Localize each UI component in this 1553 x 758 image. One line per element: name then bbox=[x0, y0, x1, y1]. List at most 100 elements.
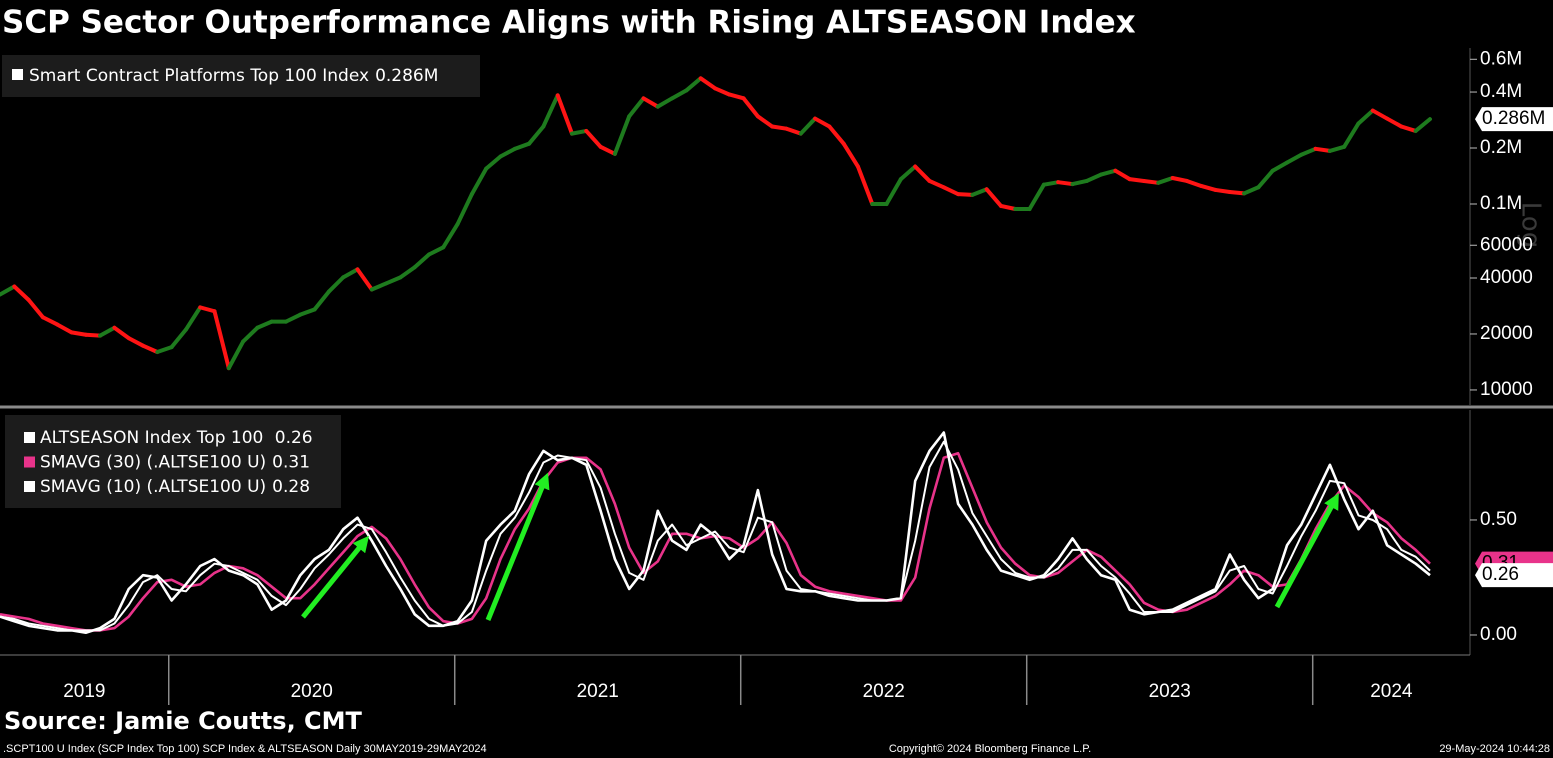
line-segment bbox=[784, 126, 803, 136]
legend-name: Smart Contract Platforms Top 100 Index bbox=[29, 66, 369, 86]
line-segment bbox=[698, 76, 717, 91]
value-tag-label: 0.26 bbox=[1482, 564, 1519, 585]
y-tick-label: 0.4M bbox=[1480, 81, 1522, 102]
line-segment bbox=[441, 222, 460, 250]
line-segment bbox=[1327, 144, 1347, 153]
scale-label: Log bbox=[1516, 202, 1546, 248]
line-segment bbox=[555, 93, 574, 136]
line-segment bbox=[126, 336, 145, 348]
legend-name: ALTSEASON Index Top 100 bbox=[40, 428, 269, 448]
legend-label: ALTSEASON Index Top 100 0.26 bbox=[40, 428, 313, 448]
y-tick-label: 0.2M bbox=[1480, 137, 1522, 158]
line-segment bbox=[898, 164, 918, 182]
line-segment bbox=[1284, 152, 1304, 165]
line-segment bbox=[140, 343, 160, 354]
line-segment bbox=[55, 322, 74, 335]
line-segment bbox=[326, 275, 346, 294]
line-segment bbox=[1242, 185, 1261, 196]
y-tick-label: 0.00 bbox=[1480, 624, 1517, 645]
line-segment bbox=[412, 252, 431, 270]
line-segment bbox=[712, 86, 732, 97]
line-segment bbox=[83, 332, 103, 338]
line-segment bbox=[1356, 108, 1375, 126]
line-segment bbox=[655, 96, 675, 109]
line-segment bbox=[884, 177, 903, 206]
line-segment bbox=[241, 325, 260, 344]
arrow bbox=[1274, 492, 1339, 609]
footer-center: Copyright© 2024 Bloomberg Finance L.P. bbox=[889, 743, 1091, 755]
line-segment bbox=[455, 192, 474, 227]
x-tick-label: 2023 bbox=[1149, 681, 1191, 702]
legend-value: 0.26 bbox=[275, 428, 313, 448]
line-segment bbox=[1127, 177, 1146, 183]
x-tick-label: 2021 bbox=[577, 681, 619, 702]
legend-box bbox=[5, 415, 341, 508]
line-segment bbox=[970, 187, 989, 197]
value-tag bbox=[1475, 563, 1553, 588]
line-segment bbox=[426, 245, 446, 257]
y-tick-label: 0.1M bbox=[1480, 193, 1522, 214]
y-tick-label: 60000 bbox=[1480, 234, 1533, 255]
arrow bbox=[301, 535, 370, 619]
legend-swatch bbox=[24, 432, 35, 443]
line-segment bbox=[1370, 108, 1390, 121]
line-segment bbox=[369, 281, 389, 292]
line-segment bbox=[169, 327, 188, 350]
line-segment bbox=[541, 93, 560, 129]
line-segment bbox=[98, 325, 117, 338]
line-segment bbox=[998, 203, 1018, 211]
footer-left: .SCPT100 U Index (SCP Index Top 100) SCP… bbox=[3, 743, 487, 755]
line-segment bbox=[927, 178, 946, 190]
x-tick-label: 2024 bbox=[1370, 681, 1413, 702]
plot: 2019 2020 2021 2022 2023 2024 0.6M 0.4M 0.2M 0.1M… bbox=[0, 48, 1553, 705]
line-segment bbox=[1256, 168, 1275, 190]
line-segment bbox=[527, 124, 546, 146]
line-segment bbox=[956, 192, 975, 197]
y-tick-label: 40000 bbox=[1480, 267, 1533, 288]
series-line bbox=[0, 440, 1431, 632]
line-segment bbox=[727, 92, 746, 101]
line-segment bbox=[598, 144, 617, 156]
chart-title: SCP Sector Outperformance Aligns with Ri… bbox=[2, 5, 1136, 41]
y-tick-label: 0.6M bbox=[1480, 48, 1522, 69]
x-tick-label: 2020 bbox=[291, 681, 333, 702]
line-segment bbox=[627, 96, 646, 119]
y-tick-label: 20000 bbox=[1480, 323, 1533, 344]
source: Source: Jamie Coutts, CMT bbox=[4, 707, 363, 735]
line-segment bbox=[741, 96, 760, 119]
line-segment bbox=[1270, 160, 1289, 173]
line-segment bbox=[398, 265, 417, 280]
legend-value: 0.28 bbox=[272, 477, 310, 497]
legend-box bbox=[2, 55, 480, 97]
value-tag-label: 0.286M bbox=[1482, 108, 1545, 129]
legend-swatch bbox=[24, 456, 35, 468]
footer-right: 29-May-2024 10:44:28 bbox=[1439, 743, 1550, 755]
line-segment bbox=[112, 325, 131, 341]
line-segment bbox=[684, 76, 703, 93]
line-segment bbox=[198, 305, 217, 314]
value-tag bbox=[1475, 107, 1553, 132]
line-segment bbox=[341, 267, 360, 280]
line-segment bbox=[913, 164, 932, 183]
line-segment bbox=[584, 128, 603, 149]
line-segment bbox=[569, 128, 589, 136]
line-segment bbox=[255, 319, 274, 330]
line-segment bbox=[1342, 121, 1361, 149]
line-segment bbox=[1070, 178, 1089, 187]
line-segment bbox=[0, 284, 17, 297]
line-segment bbox=[1099, 168, 1118, 177]
line-segment bbox=[1156, 175, 1175, 185]
y-tick-label: 0.50 bbox=[1480, 509, 1517, 530]
line-segment bbox=[841, 141, 860, 169]
line-segment bbox=[69, 330, 88, 337]
line-segment bbox=[1213, 187, 1232, 195]
line-segment bbox=[798, 116, 818, 136]
legend-swatch bbox=[12, 69, 23, 80]
line-segment bbox=[12, 284, 31, 302]
line-segment bbox=[1056, 180, 1075, 187]
line-segment bbox=[612, 114, 632, 156]
line-segment bbox=[1385, 116, 1404, 129]
legend-name: SMAVG (30) (.ALTSE100 U) bbox=[40, 453, 266, 473]
line-segment bbox=[1399, 124, 1418, 133]
